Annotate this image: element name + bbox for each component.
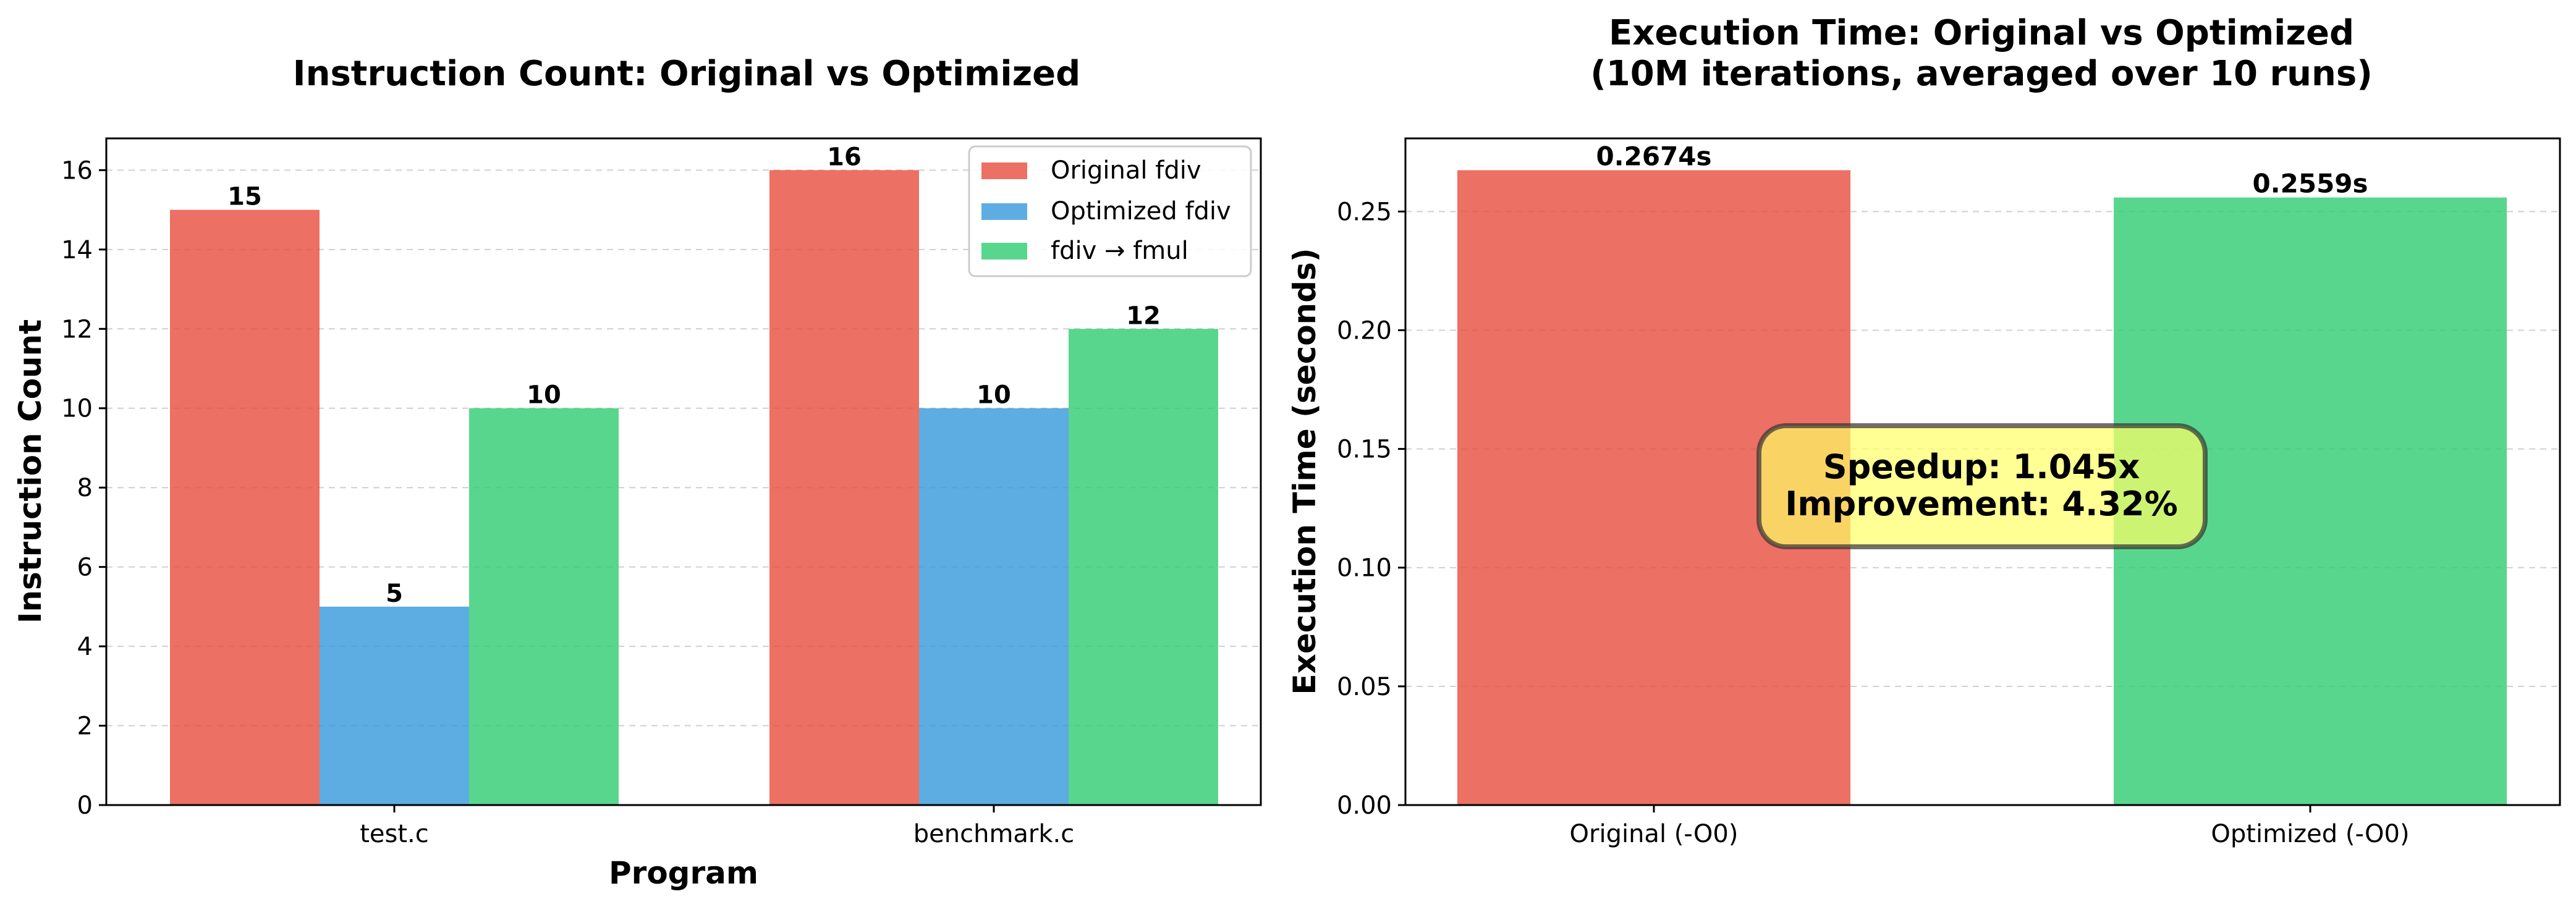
chart2-y-axis-label: Execution Time (seconds) bbox=[1287, 248, 1323, 694]
bar-test-c-fdiv-fmul bbox=[469, 408, 619, 805]
speedup-annotation-box bbox=[1756, 423, 2208, 549]
legend-label-optimized-fdiv: Optimized fdiv bbox=[1051, 197, 1231, 226]
bar-test-c-optimized-fdiv bbox=[320, 606, 469, 805]
legend-label-fdiv-fmul: fdiv → fmul bbox=[1051, 237, 1188, 265]
chart2-title-line2: (10M iterations, averaged over 10 runs) bbox=[1590, 54, 2373, 94]
bar-value-label: 5 bbox=[386, 580, 403, 608]
bar-value-label: 10 bbox=[527, 381, 561, 410]
chart2-y-tick-label: 0.00 bbox=[1337, 791, 1392, 820]
legend-swatch-fdiv-fmul bbox=[981, 243, 1027, 259]
chart1-legend: Original fdiv Optimized fdiv fdiv → fmul bbox=[968, 145, 1252, 277]
chart1-y-tick-label: 6 bbox=[77, 554, 93, 582]
bar-value-label: 0.2559s bbox=[2252, 169, 2368, 199]
chart2-plot-frame bbox=[1404, 137, 2561, 806]
chart1-y-tick-label: 0 bbox=[77, 791, 93, 820]
bar-value-label: 12 bbox=[1126, 302, 1161, 330]
speedup-annotation-line1: Speedup: 1.045x bbox=[1823, 447, 2140, 486]
chart1-y-tick-label: 2 bbox=[77, 712, 93, 741]
chart1-x-tick-label: test.c bbox=[360, 820, 429, 848]
chart2-title-line1: Execution Time: Original vs Optimized bbox=[1609, 13, 2354, 53]
bar-value-label: 10 bbox=[977, 381, 1011, 410]
chart2-y-tick-label: 0.20 bbox=[1337, 316, 1392, 345]
bar-benchmark-c-optimized-fdiv bbox=[919, 408, 1069, 805]
speedup-annotation-line2: Improvement: 4.32% bbox=[1785, 484, 2177, 523]
bar-test-c-original-fdiv bbox=[170, 209, 320, 805]
chart2-x-tick-label: Optimized (-O0) bbox=[2211, 820, 2409, 848]
bar-benchmark-c-original-fdiv bbox=[769, 170, 919, 805]
legend-label-original-fdiv: Original fdiv bbox=[1051, 156, 1201, 185]
legend-swatch-original-fdiv bbox=[981, 162, 1027, 179]
bar-value-label: 15 bbox=[227, 183, 262, 211]
bar-value-label: 16 bbox=[827, 143, 862, 171]
chart1-y-tick-label: 4 bbox=[77, 633, 93, 661]
chart2-y-tick-label: 0.15 bbox=[1337, 436, 1392, 464]
chart1-x-tick-label: benchmark.c bbox=[913, 820, 1075, 848]
chart1-y-tick-label: 8 bbox=[77, 474, 93, 502]
bar-value-label: 0.2674s bbox=[1596, 141, 1711, 171]
chart2-y-tick-label: 0.25 bbox=[1337, 198, 1392, 226]
chart1-y-axis-label: Instruction Count bbox=[12, 319, 48, 623]
chart1-y-tick-label: 12 bbox=[61, 315, 93, 344]
chart1-title: Instruction Count: Original vs Optimized bbox=[293, 54, 1081, 94]
chart2-x-tick-label: Original (-O0) bbox=[1570, 820, 1739, 848]
chart2-y-tick-label: 0.05 bbox=[1337, 673, 1392, 701]
legend-swatch-optimized-fdiv bbox=[981, 203, 1027, 220]
speedup-annotation: Speedup: 1.045x Improvement: 4.32% bbox=[1756, 423, 2208, 549]
chart1-x-axis-label: Program bbox=[609, 855, 758, 891]
chart1-y-tick-label: 10 bbox=[61, 395, 93, 423]
chart1-y-tick-label: 16 bbox=[61, 156, 93, 185]
chart1-plot-frame bbox=[105, 137, 1262, 806]
bar-benchmark-c-fdiv-fmul bbox=[1069, 329, 1218, 805]
execution-time-chart: Execution Time: Original vs Optimized (1… bbox=[1287, 13, 2561, 848]
chart1-y-tick-label: 14 bbox=[61, 236, 93, 264]
instruction-count-chart: Instruction Count: Original vs Optimized… bbox=[12, 54, 1262, 891]
chart2-y-tick-label: 0.10 bbox=[1337, 554, 1392, 583]
